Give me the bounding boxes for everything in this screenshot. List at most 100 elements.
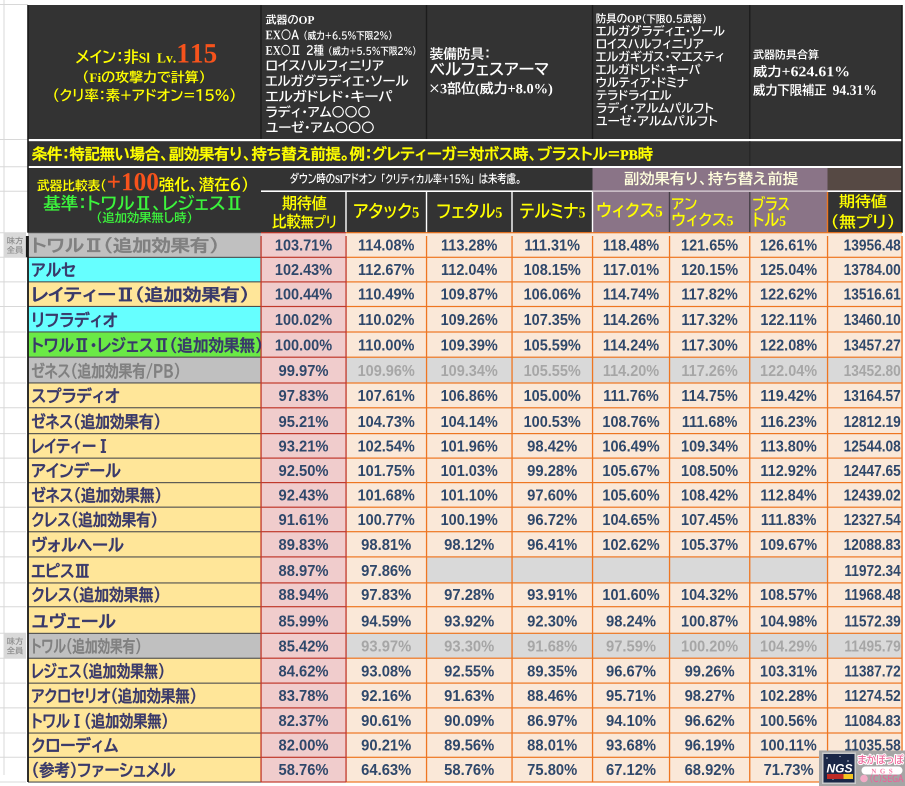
svg-text:108.42%: 108.42% [681, 487, 738, 505]
svg-text:109.96%: 109.96% [358, 363, 415, 381]
svg-text:100.44%: 100.44% [275, 286, 332, 304]
svg-text:68.92%: 68.92% [685, 762, 736, 779]
svg-text:93.68%: 93.68% [606, 737, 657, 754]
svg-text:83.78%: 83.78% [278, 688, 329, 705]
svg-text:98.12%: 98.12% [444, 537, 495, 554]
svg-text:97.60%: 97.60% [527, 487, 578, 504]
svg-text:12544.08: 12544.08 [844, 439, 901, 456]
svg-text:102.62%: 102.62% [602, 537, 659, 555]
svg-text:64.63%: 64.63% [361, 762, 412, 779]
svg-text:11084.83: 11084.83 [844, 714, 900, 731]
svg-text:93.30%: 93.30% [444, 638, 495, 655]
svg-text:93.92%: 93.92% [444, 613, 495, 630]
svg-text:109.34%: 109.34% [681, 438, 738, 456]
svg-text:98.27%: 98.27% [685, 688, 736, 705]
svg-text:97.28%: 97.28% [444, 587, 495, 604]
svg-text:93.97%: 93.97% [361, 638, 412, 655]
svg-text:107.61%: 107.61% [358, 388, 415, 406]
svg-text:106.86%: 106.86% [441, 388, 498, 406]
svg-text:13452.80: 13452.80 [844, 364, 901, 381]
svg-text:100.87%: 100.87% [681, 613, 738, 631]
svg-text:12088.83: 12088.83 [844, 537, 901, 554]
svg-text:114.75%: 114.75% [681, 388, 737, 406]
svg-text:11387.72: 11387.72 [844, 664, 900, 681]
svg-text:110.49%: 110.49% [358, 286, 414, 304]
svg-text:120.15%: 120.15% [681, 262, 738, 280]
svg-text:102.54%: 102.54% [358, 438, 415, 456]
svg-text:109.39%: 109.39% [441, 337, 498, 355]
svg-text:100.00%: 100.00% [275, 337, 332, 355]
svg-text:103.71%: 103.71% [275, 237, 332, 255]
svg-text:101.68%: 101.68% [358, 487, 415, 505]
svg-text:104.29%: 104.29% [760, 638, 817, 656]
svg-text:100.19%: 100.19% [441, 512, 498, 530]
svg-text:112.84%: 112.84% [760, 487, 816, 505]
svg-text:99.97%: 99.97% [278, 363, 329, 380]
svg-text:12812.19: 12812.19 [844, 414, 901, 431]
svg-text:84.62%: 84.62% [278, 663, 329, 680]
svg-text:122.08%: 122.08% [760, 337, 817, 355]
svg-text:13164.57: 13164.57 [844, 388, 901, 405]
svg-text:101.75%: 101.75% [358, 462, 415, 480]
svg-text:94.10%: 94.10% [606, 713, 657, 730]
svg-text:105.67%: 105.67% [602, 462, 659, 480]
svg-text:105.59%: 105.59% [524, 337, 581, 355]
svg-text:110.02%: 110.02% [358, 312, 414, 330]
svg-text:104.65%: 104.65% [602, 512, 659, 530]
svg-text:108.76%: 108.76% [602, 413, 659, 431]
svg-text:13516.61: 13516.61 [844, 287, 901, 304]
svg-text:117.30%: 117.30% [681, 337, 737, 355]
svg-text:85.42%: 85.42% [278, 638, 329, 655]
svg-text:NGS: NGS [827, 764, 853, 776]
svg-text:105.60%: 105.60% [602, 487, 659, 505]
svg-text:107.45%: 107.45% [681, 512, 738, 530]
svg-text:101.03%: 101.03% [441, 462, 498, 480]
svg-text:95.21%: 95.21% [278, 414, 329, 431]
svg-text:108.15%: 108.15% [524, 262, 581, 280]
svg-text:113.80%: 113.80% [760, 438, 816, 456]
svg-text:94.59%: 94.59% [361, 613, 412, 630]
svg-text:92.50%: 92.50% [278, 463, 329, 480]
svg-text:101.60%: 101.60% [602, 587, 659, 605]
svg-text:98.42%: 98.42% [527, 438, 578, 455]
svg-text:93.08%: 93.08% [361, 663, 412, 680]
svg-text:88.01%: 88.01% [527, 737, 578, 754]
svg-text:91.68%: 91.68% [527, 638, 578, 655]
svg-text:88.97%: 88.97% [278, 563, 329, 580]
svg-text:106.49%: 106.49% [602, 438, 659, 456]
svg-text:93.91%: 93.91% [527, 587, 578, 604]
svg-text:107.35%: 107.35% [524, 312, 581, 330]
svg-text:11968.48: 11968.48 [844, 587, 900, 604]
svg-text:71.73%: 71.73% [764, 762, 815, 779]
svg-text:105.00%: 105.00% [524, 388, 581, 406]
svg-text:114.74%: 114.74% [603, 286, 659, 304]
svg-text:96.62%: 96.62% [685, 713, 736, 730]
svg-text:112.92%: 112.92% [760, 462, 816, 480]
svg-text:58.76%: 58.76% [278, 762, 329, 779]
svg-text:11572.39: 11572.39 [844, 614, 900, 631]
svg-text:12439.02: 12439.02 [844, 488, 901, 505]
svg-text:75.80%: 75.80% [527, 762, 578, 779]
svg-text:100.77%: 100.77% [358, 512, 415, 530]
svg-text:92.30%: 92.30% [527, 613, 578, 630]
svg-text:126.61%: 126.61% [760, 237, 817, 255]
svg-text:91.61%: 91.61% [278, 512, 329, 529]
svg-text:97.83%: 97.83% [278, 388, 329, 405]
svg-text:111.83%: 111.83% [761, 512, 817, 530]
svg-text:104.14%: 104.14% [441, 413, 498, 431]
svg-text:88.46%: 88.46% [527, 688, 578, 705]
svg-text:67.12%: 67.12% [606, 762, 657, 779]
svg-text:101.96%: 101.96% [441, 438, 498, 456]
svg-text:90.09%: 90.09% [444, 713, 495, 730]
svg-text:89.83%: 89.83% [278, 537, 329, 554]
svg-text:90.21%: 90.21% [361, 737, 412, 754]
svg-text:99.28%: 99.28% [527, 463, 578, 480]
svg-text:113.28%: 113.28% [441, 237, 497, 255]
svg-text:96.19%: 96.19% [685, 737, 736, 754]
svg-text:108.57%: 108.57% [760, 587, 817, 605]
svg-text:122.04%: 122.04% [760, 363, 817, 381]
svg-text:92.55%: 92.55% [444, 663, 495, 680]
svg-text:95.71%: 95.71% [606, 688, 657, 705]
svg-text:97.59%: 97.59% [606, 638, 657, 655]
svg-text:118.48%: 118.48% [603, 237, 659, 255]
